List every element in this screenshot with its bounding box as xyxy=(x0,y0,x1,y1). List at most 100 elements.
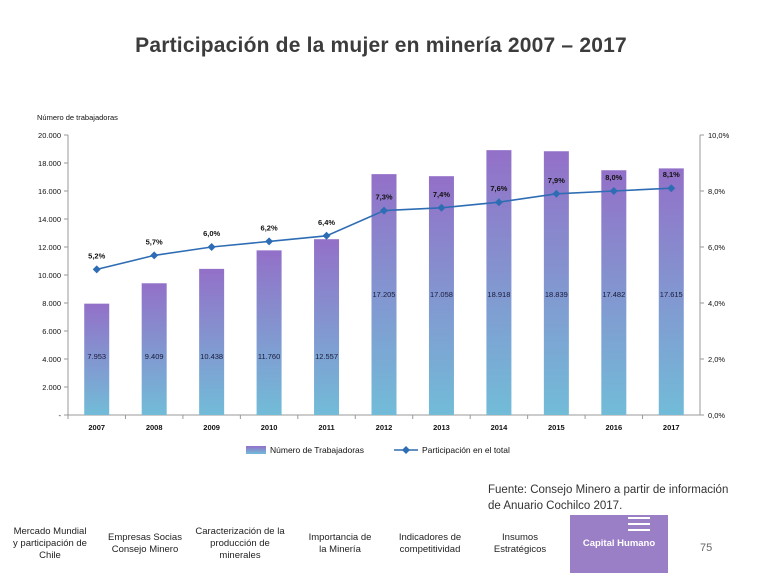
left-tick-label: 8.000 xyxy=(42,299,61,308)
nav-item-label-line: Chile xyxy=(39,550,61,561)
line-value-label: 8,0% xyxy=(605,173,622,182)
left-tick-label: 6.000 xyxy=(42,327,61,336)
y-axis-label: Número de trabajadoras xyxy=(37,113,118,122)
bar-value-label: 18.918 xyxy=(487,290,510,299)
line-point-2010 xyxy=(265,237,274,246)
left-tick-label: 16.000 xyxy=(38,187,61,196)
x-tick-label: 2016 xyxy=(605,423,622,432)
line-value-label: 7,4% xyxy=(433,190,450,199)
x-tick-label: 2015 xyxy=(548,423,565,432)
bar-2013 xyxy=(428,176,454,415)
x-tick-label: 2010 xyxy=(261,423,278,432)
line-point-2014 xyxy=(494,198,503,207)
page-number: 75 xyxy=(700,542,713,554)
line-value-label: 6,4% xyxy=(318,218,335,227)
hamburger-menu-icon[interactable] xyxy=(628,517,650,533)
left-tick-label: 18.000 xyxy=(38,159,61,168)
bar-2017 xyxy=(658,168,684,415)
right-tick-label: 10,0% xyxy=(708,131,730,140)
legend-bar-label: Número de Trabajadoras xyxy=(270,445,364,455)
nav-item-3[interactable]: Caracterización de la producción de minera… xyxy=(190,515,290,573)
nav-item-2[interactable]: Empresas Socias Consejo Minero xyxy=(100,515,190,573)
line-value-label: 8,1% xyxy=(663,170,680,179)
nav-item-label: Empresas Socias Consejo Minero xyxy=(108,532,182,556)
line-series-group: 5,2% 5,7% 6,0% 6,2% 6,4% 7,3% 7,4% 7,6% 7,9% 8,0%… xyxy=(88,170,680,274)
right-tick-label: 4,0% xyxy=(708,299,725,308)
line-value-label: 7,3% xyxy=(375,193,392,202)
nav-item-label-line: Mercado Mundial xyxy=(13,526,87,537)
nav-item-label: Caracterización de la producción de minera… xyxy=(195,526,284,562)
line-value-label: 7,6% xyxy=(490,184,507,193)
line-value-label: 5,7% xyxy=(146,237,163,246)
bar-value-label: 18.839 xyxy=(545,290,568,299)
line-point-2008 xyxy=(150,251,159,260)
line-point-2013 xyxy=(437,203,446,212)
bar-2011 xyxy=(314,239,340,415)
right-tick-label: 8,0% xyxy=(708,187,725,196)
left-tick-label: - xyxy=(59,411,62,420)
x-tick-label: 2009 xyxy=(203,423,220,432)
line-point-2012 xyxy=(380,206,388,215)
nav-item-label: Insumos Estratégicos xyxy=(494,532,546,556)
nav-item-label-line: Estratégicos xyxy=(493,544,547,555)
nav-item-label-line: minerales xyxy=(219,550,261,561)
left-tick-label: 4.000 xyxy=(42,355,61,364)
x-tick-label: 2013 xyxy=(433,423,450,432)
bar-value-label: 17.482 xyxy=(602,290,625,299)
right-tick-label: 6,0% xyxy=(708,243,725,252)
bar-2009 xyxy=(199,268,225,415)
left-tick-label: 14.000 xyxy=(38,215,61,224)
bar-value-label: 17.058 xyxy=(430,290,453,299)
source-line-1: Fuente: Consejo Minero a partir de infor… xyxy=(488,484,729,496)
bar-2007 xyxy=(84,303,110,415)
bar-value-label: 7.953 xyxy=(87,352,106,361)
axes: - 2.000 4.000 6.000 8.000 10.000 12.000 14.000 1… xyxy=(38,131,730,432)
source-line-2: de Anuario Cochilco 2017. xyxy=(488,500,623,512)
line-point-2016 xyxy=(609,187,618,195)
nav-item-label-line: Importancia de xyxy=(308,532,372,543)
legend-bar-swatch xyxy=(246,446,266,454)
nav-item-label-line: producción de xyxy=(210,538,270,549)
nav-item-label-line: Indicadores de xyxy=(398,532,462,543)
legend-line-label: Participación en el total xyxy=(422,445,510,455)
line-point-2015 xyxy=(552,189,561,198)
right-tick-label: 0,0% xyxy=(708,411,725,420)
line-value-label: 6,2% xyxy=(261,223,278,232)
line-point-2011 xyxy=(322,231,331,240)
nav-item-label: Indicadores de competitividad xyxy=(399,532,461,556)
x-tick-label: 2017 xyxy=(663,423,680,432)
nav-item-7[interactable]: Capital Humano xyxy=(570,515,668,573)
line-point-2017 xyxy=(667,184,676,193)
bar-value-label: 10.438 xyxy=(200,352,223,361)
nav-item-label-line: competitividad xyxy=(399,544,461,555)
nav-item-label-line: Empresas Socias xyxy=(108,532,182,543)
legend-line-marker xyxy=(402,446,410,454)
nav-item-label: Capital Humano xyxy=(583,538,655,550)
bar-value-label: 12.557 xyxy=(315,352,338,361)
bar-2014 xyxy=(486,150,512,415)
right-tick-label: 2,0% xyxy=(708,355,725,364)
nav-item-1[interactable]: Mercado Mundial y participación de Chile xyxy=(0,515,100,573)
nav-item-label-line: y participación de xyxy=(13,538,87,549)
line-point-2007 xyxy=(92,265,101,274)
bar-value-label: 11.760 xyxy=(258,352,280,361)
x-tick-label: 2011 xyxy=(318,423,334,432)
x-tick-label: 2007 xyxy=(88,423,105,432)
line-value-label: 6,0% xyxy=(203,229,220,238)
bar-2008 xyxy=(141,283,167,415)
nav-item-6[interactable]: Insumos Estratégicos xyxy=(470,515,570,573)
nav-item-label-line: Caracterización de la xyxy=(195,526,285,537)
line-point-2009 xyxy=(207,243,216,251)
nav-item-label: Mercado Mundial y participación de Chile xyxy=(13,526,87,562)
bar-value-label: 17.205 xyxy=(373,290,396,299)
x-tick-label: 2014 xyxy=(491,423,509,432)
nav-item-label-line: la Minería xyxy=(319,544,361,555)
nav-item-label-line: Consejo Minero xyxy=(111,544,179,555)
left-tick-label: 2.000 xyxy=(42,383,61,392)
left-tick-label: 10.000 xyxy=(38,271,61,280)
nav-item-label: Importancia de la Minería xyxy=(309,532,372,556)
nav-item-5[interactable]: Indicadores de competitividad xyxy=(390,515,470,573)
source-note: Fuente: Consejo Minero a partir de infor… xyxy=(488,482,758,514)
nav-item-4[interactable]: Importancia de la Minería xyxy=(290,515,390,573)
bar-value-label: 17.615 xyxy=(660,290,683,299)
